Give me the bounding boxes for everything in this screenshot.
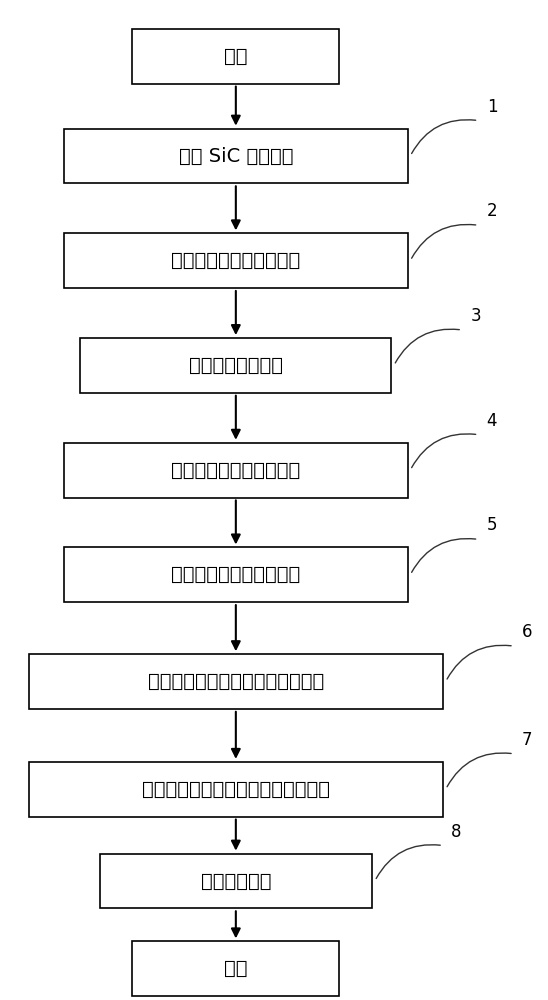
Text: 4: 4 (487, 412, 497, 430)
Text: 刻蚀掩蔽层至选择性截止层上表面: 刻蚀掩蔽层至选择性截止层上表面 (148, 672, 324, 691)
FancyBboxPatch shape (100, 854, 372, 908)
Text: 继续刻蚀或腐蚀至离子牺牲层上表面: 继续刻蚀或腐蚀至离子牺牲层上表面 (142, 780, 330, 799)
FancyBboxPatch shape (64, 443, 408, 498)
Text: 匀光刻胶及光刻注入图形: 匀光刻胶及光刻注入图形 (171, 565, 300, 584)
Text: 1: 1 (487, 98, 497, 116)
FancyBboxPatch shape (28, 654, 443, 709)
FancyBboxPatch shape (81, 338, 391, 393)
Text: 8: 8 (451, 823, 462, 841)
FancyBboxPatch shape (64, 129, 408, 183)
Text: 生长选择性截止层: 生长选择性截止层 (189, 356, 283, 375)
Text: 去除光刻胶等: 去除光刻胶等 (201, 871, 271, 890)
FancyBboxPatch shape (28, 762, 443, 817)
Text: 6: 6 (522, 623, 533, 641)
Text: 2: 2 (487, 202, 497, 220)
Text: 清洗 SiC 外延衬底: 清洗 SiC 外延衬底 (179, 146, 293, 165)
Text: 开始: 开始 (224, 47, 248, 66)
FancyBboxPatch shape (64, 233, 408, 288)
Text: 7: 7 (522, 731, 533, 749)
FancyBboxPatch shape (132, 941, 339, 996)
Text: 3: 3 (470, 307, 481, 325)
Text: 结束: 结束 (224, 959, 248, 978)
Text: 5: 5 (487, 516, 497, 534)
FancyBboxPatch shape (64, 547, 408, 602)
Text: 生长超薄离子注入牺牲层: 生长超薄离子注入牺牲层 (171, 251, 300, 270)
FancyBboxPatch shape (132, 29, 339, 84)
Text: 生长高温离子注入掩蔽层: 生长高温离子注入掩蔽层 (171, 461, 300, 480)
